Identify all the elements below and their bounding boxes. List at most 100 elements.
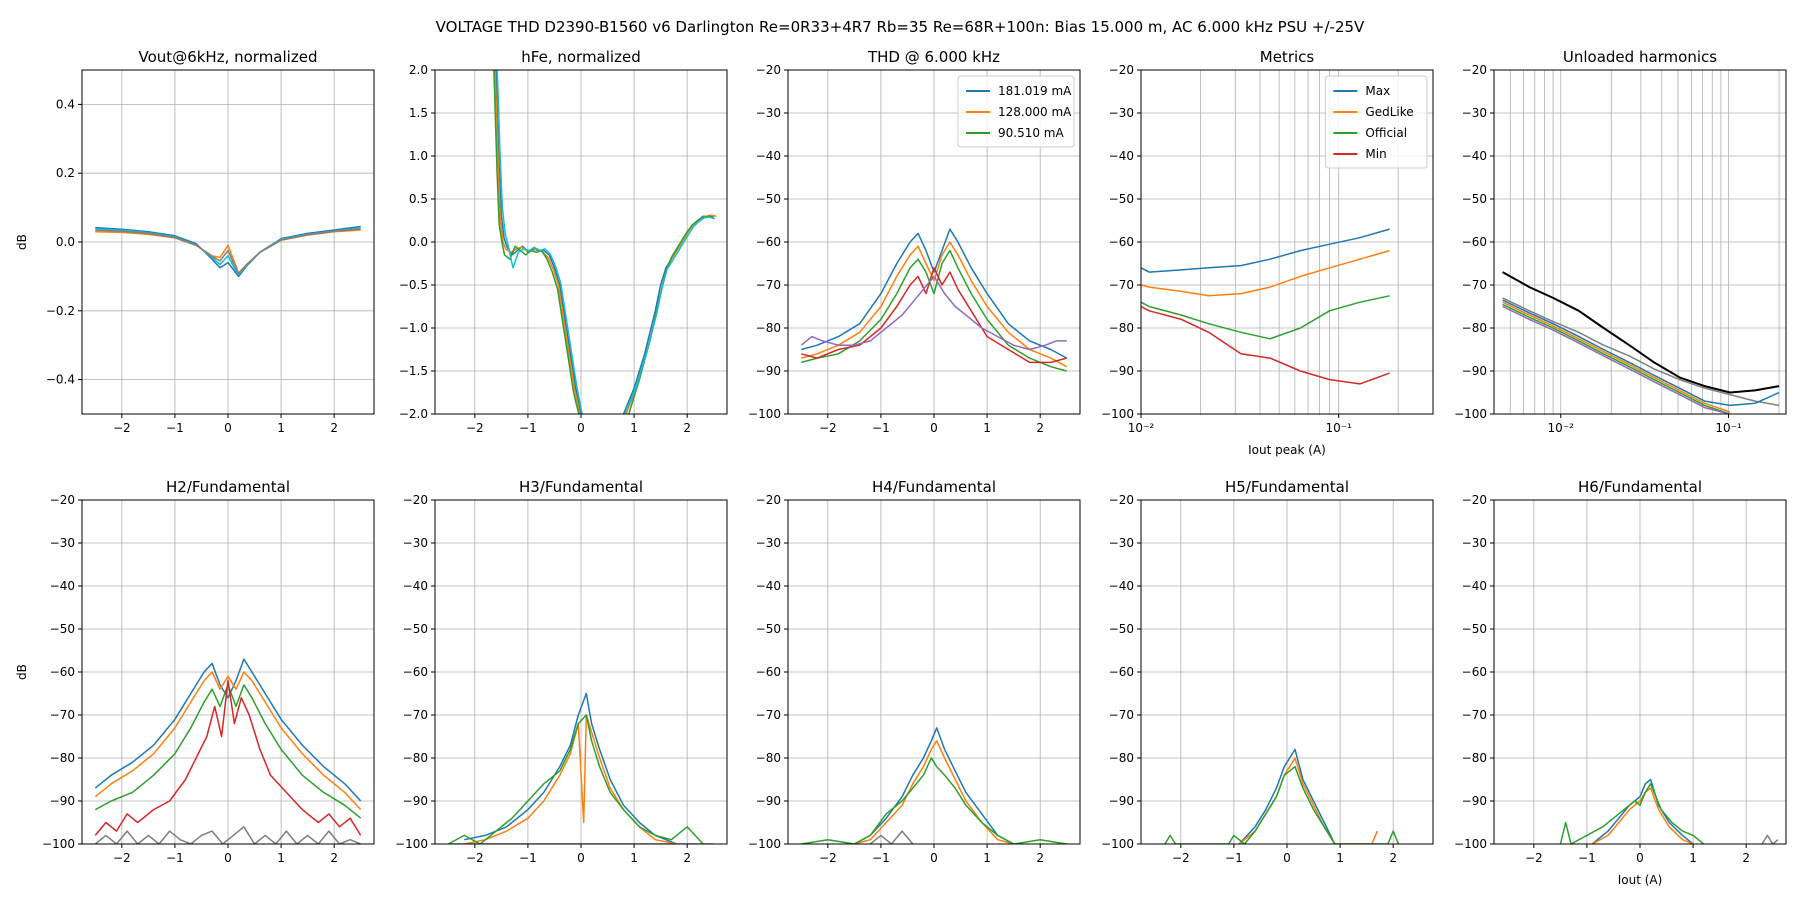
series-line-0 (1238, 748, 1336, 844)
series-line-3 (1502, 301, 1731, 413)
series-line-1 (801, 241, 1068, 368)
series-line-2 (801, 757, 1067, 844)
y-tick-label: −50 (1462, 192, 1487, 206)
y-tick-label: −30 (756, 536, 781, 550)
chart-title: THD @ 6.000 kHz (867, 48, 1000, 66)
y-tick-label: 1.5 (409, 106, 428, 120)
chart-p1: −2 −1 0 1 2 −2.0 −1.5 −1.0 −0.5 0.0 0.5 1.0 1.5 2.0 hF… (399, 48, 728, 435)
chart-title: H2/Fundamental (166, 478, 290, 496)
y-tick-label: −50 (403, 622, 428, 636)
legend-box (1324, 75, 1428, 169)
y-tick-label: −40 (403, 579, 428, 593)
legend-label: 90.510 mA (998, 126, 1064, 140)
y-tick-label: −80 (1109, 321, 1134, 335)
legend-label: Max (1365, 84, 1390, 98)
series-line-1 (94, 671, 362, 811)
y-tick-label: −20 (1109, 63, 1134, 77)
y-tick-label: −40 (50, 579, 75, 593)
series-line-6 (496, 70, 583, 414)
series-group (800, 228, 1068, 372)
y-tick-label: −50 (50, 622, 75, 636)
y-tick-label: −90 (756, 794, 781, 808)
y-tick-label: −70 (1109, 278, 1134, 292)
y-tick-label: −100 (42, 837, 75, 851)
y-tick-label: −40 (756, 149, 781, 163)
y-tick-label: −20 (1462, 63, 1487, 77)
x-tick-label: 1 (1689, 851, 1697, 865)
y-tick-label: −60 (756, 235, 781, 249)
x-tick-label: 0 (930, 421, 938, 435)
y-tick-label: −40 (756, 579, 781, 593)
y-tick-label: −30 (1109, 536, 1134, 550)
x-tick-label: 0 (577, 421, 585, 435)
series-line-4 (800, 275, 1067, 351)
y-tick-label: −70 (1109, 708, 1134, 722)
grid (788, 499, 1080, 845)
series-line-2 (1141, 295, 1390, 340)
x-tick-label: −2 (1525, 851, 1543, 865)
y-tick-label: −90 (1462, 364, 1487, 378)
chart-title: H6/Fundamental (1578, 478, 1702, 496)
series-line-3 (869, 830, 914, 844)
y-tick-label: 2.0 (409, 63, 428, 77)
y-tick-label: −50 (1462, 622, 1487, 636)
y-tick-label: −100 (748, 837, 781, 851)
series-line-1 (1591, 787, 1694, 844)
y-tick-label: −60 (50, 665, 75, 679)
y-tick-label: −60 (1109, 235, 1134, 249)
y-tick-label: −60 (403, 665, 428, 679)
x-tick-label: −2 (113, 851, 131, 865)
y-tick-label: −30 (756, 106, 781, 120)
y-tick-label: −40 (1109, 579, 1134, 593)
y-tick-label: −30 (1462, 536, 1487, 550)
x-tick-label: 1 (983, 851, 991, 865)
series-group (1502, 271, 1780, 414)
x-tick-label: 10⁻¹ (1715, 421, 1742, 435)
y-tick-label: −90 (1109, 364, 1134, 378)
y-tick-label: −1.5 (399, 364, 428, 378)
series-line-4 (493, 70, 580, 414)
grid (82, 499, 374, 845)
y-tick-label: −70 (756, 708, 781, 722)
chart-title: H5/Fundamental (1225, 478, 1349, 496)
series-group (801, 727, 1067, 844)
y-tick-label: −2.0 (399, 407, 428, 421)
series-line-0 (854, 727, 1014, 844)
x-tick-label: 2 (330, 851, 338, 865)
series-line-3 (625, 214, 717, 414)
chart-p9: −2 −1 0 1 2 −100 −90 −80 −70 −60 −50 −40 −30 −20 H6/Fu… (1454, 478, 1787, 887)
y-tick-label: −50 (1109, 192, 1134, 206)
y-tick-label: −0.2 (46, 304, 75, 318)
x-tick-label: 2 (1389, 851, 1397, 865)
x-tick-label: −2 (1172, 851, 1190, 865)
y-tick-label: −20 (50, 493, 75, 507)
grid (435, 499, 727, 845)
x-tick-label: −1 (166, 851, 184, 865)
x-tick-label: 2 (683, 851, 691, 865)
x-tick-label: 1 (277, 851, 285, 865)
x-tick-label: 1 (630, 851, 638, 865)
y-tick-label: −0.4 (46, 373, 75, 387)
y-tick-label: −20 (1462, 493, 1487, 507)
y-tick-label: −40 (1462, 149, 1487, 163)
y-tick-label: −1.0 (399, 321, 428, 335)
series-line-0 (464, 692, 677, 844)
y-tick-label: −60 (1462, 235, 1487, 249)
y-tick-label: −60 (1462, 665, 1487, 679)
y-tick-label: 0.2 (56, 166, 75, 180)
series-line-2 (801, 249, 1067, 372)
y-tick-label: −100 (1454, 837, 1487, 851)
y-tick-label: −90 (50, 794, 75, 808)
y-tick-label: −100 (395, 837, 428, 851)
y-axis-label: dB (15, 664, 29, 680)
x-tick-label: −2 (113, 421, 131, 435)
series-group (95, 225, 361, 278)
x-axis-label: Iout (A) (1618, 873, 1663, 887)
y-tick-label: −80 (1462, 751, 1487, 765)
y-tick-label: −30 (50, 536, 75, 550)
y-tick-label: −100 (1454, 407, 1487, 421)
y-tick-label: −100 (748, 407, 781, 421)
series-line-0 (95, 225, 361, 278)
y-tick-label: −20 (756, 63, 781, 77)
series-line-3 (1761, 834, 1779, 844)
